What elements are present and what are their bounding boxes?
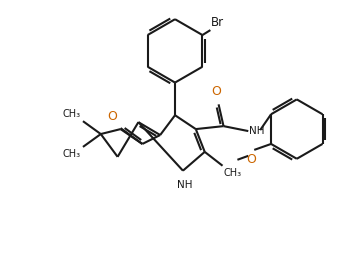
Text: O: O bbox=[108, 110, 118, 123]
Text: CH₃: CH₃ bbox=[224, 168, 242, 178]
Text: O: O bbox=[212, 85, 222, 98]
Text: O: O bbox=[246, 153, 256, 166]
Text: Br: Br bbox=[211, 16, 224, 29]
Text: CH₃: CH₃ bbox=[63, 149, 81, 159]
Text: NH: NH bbox=[177, 179, 193, 189]
Text: CH₃: CH₃ bbox=[63, 109, 81, 119]
Text: NH: NH bbox=[249, 126, 265, 136]
